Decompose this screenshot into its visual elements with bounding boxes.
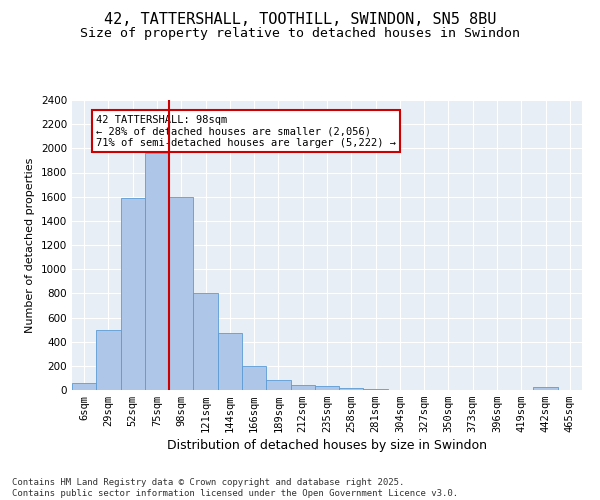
Bar <box>315 386 339 390</box>
X-axis label: Distribution of detached houses by size in Swindon: Distribution of detached houses by size … <box>167 440 487 452</box>
Bar <box>72 383 96 390</box>
Text: Size of property relative to detached houses in Swindon: Size of property relative to detached ho… <box>80 28 520 40</box>
Bar <box>96 330 121 390</box>
Bar <box>364 389 388 390</box>
Text: 42, TATTERSHALL, TOOTHILL, SWINDON, SN5 8BU: 42, TATTERSHALL, TOOTHILL, SWINDON, SN5 … <box>104 12 496 28</box>
Bar <box>290 385 315 390</box>
Bar <box>218 333 242 390</box>
Bar <box>145 153 169 390</box>
Bar <box>242 366 266 390</box>
Bar <box>169 196 193 390</box>
Bar <box>193 294 218 390</box>
Text: Contains HM Land Registry data © Crown copyright and database right 2025.
Contai: Contains HM Land Registry data © Crown c… <box>12 478 458 498</box>
Bar <box>533 387 558 390</box>
Bar <box>266 380 290 390</box>
Y-axis label: Number of detached properties: Number of detached properties <box>25 158 35 332</box>
Bar <box>339 388 364 390</box>
Text: 42 TATTERSHALL: 98sqm
← 28% of detached houses are smaller (2,056)
71% of semi-d: 42 TATTERSHALL: 98sqm ← 28% of detached … <box>96 114 396 148</box>
Bar <box>121 198 145 390</box>
